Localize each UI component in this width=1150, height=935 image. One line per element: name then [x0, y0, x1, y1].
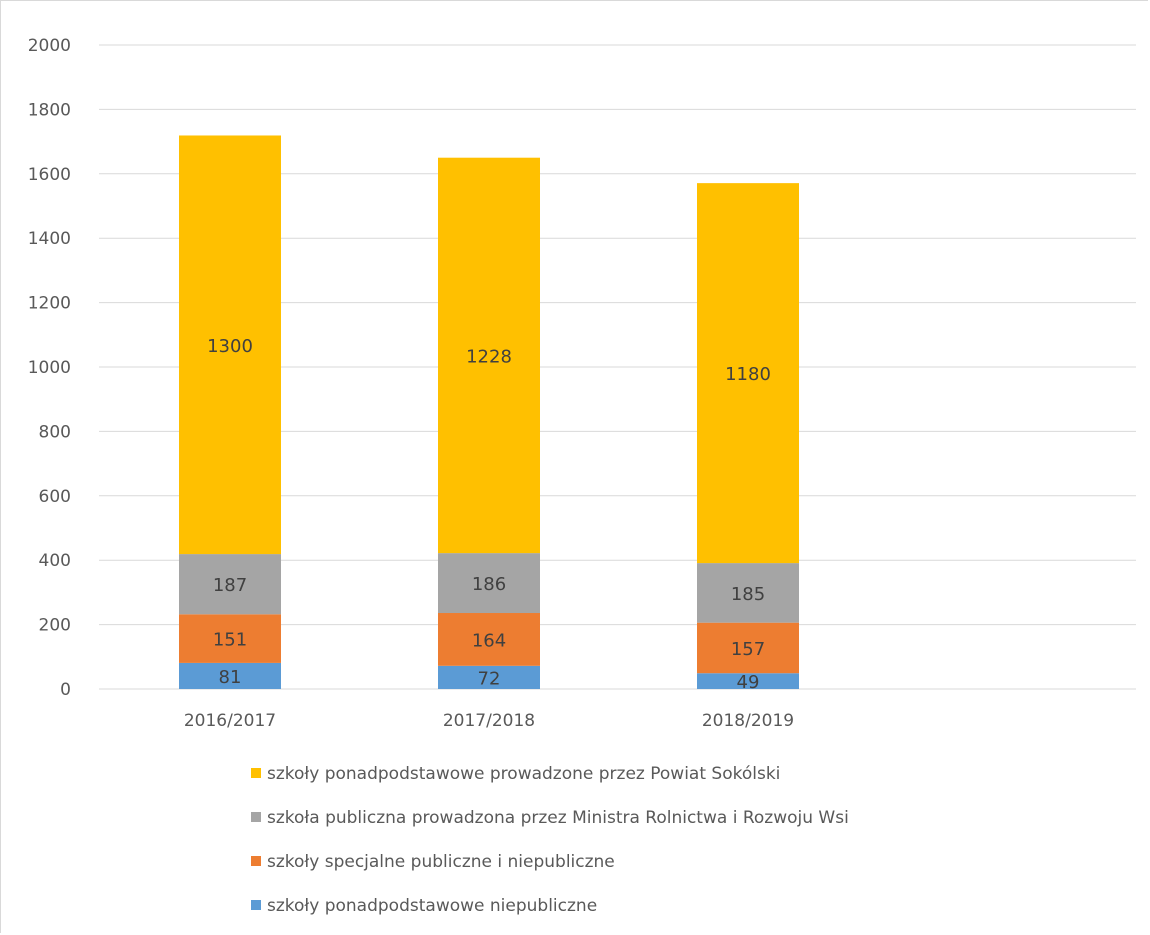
- data-label: 1180: [725, 364, 771, 385]
- y-tick-label: 600: [39, 487, 71, 507]
- data-label: 151: [213, 630, 247, 651]
- legend-label: szkoły ponadpodstawowe niepubliczne: [267, 896, 597, 916]
- data-label: 187: [213, 575, 247, 596]
- bar-segment: [179, 662, 281, 689]
- data-label: 186: [472, 574, 506, 595]
- data-label: 164: [472, 630, 506, 651]
- bar-segment: [697, 183, 799, 564]
- y-tick-label: 1400: [28, 229, 71, 249]
- x-axis-categories: 2016/2017 2017/2018 2018/2019: [184, 711, 794, 731]
- data-label: 157: [731, 639, 765, 660]
- bar-segment: [179, 614, 281, 663]
- category-label: 2016/2017: [184, 711, 276, 731]
- bar-segment: [179, 554, 281, 615]
- category-label: 2017/2018: [443, 711, 535, 731]
- bar-segment: [438, 157, 540, 554]
- bar-segment: [697, 563, 799, 623]
- legend: szkoły ponadpodstawowe prowadzone przez …: [251, 764, 849, 916]
- y-tick-label: 200: [39, 616, 71, 636]
- y-axis-ticks: 0 200 400 600 800 1000 1200 1400 1600 1800 2000: [28, 36, 71, 700]
- y-tick-label: 800: [39, 422, 71, 442]
- legend-swatch: [251, 900, 261, 910]
- data-label: 1300: [207, 336, 253, 357]
- legend-swatch: [251, 856, 261, 866]
- bar-segment: [179, 135, 281, 555]
- y-tick-label: 0: [60, 680, 71, 700]
- y-tick-label: 1600: [28, 165, 71, 185]
- bar-segment: [438, 553, 540, 614]
- legend-label: szkoła publiczna prowadzona przez Minist…: [267, 808, 849, 828]
- legend-label: szkoły ponadpodstawowe prowadzone przez …: [267, 764, 780, 784]
- bar-segment: [697, 622, 799, 674]
- bars: [179, 135, 799, 689]
- data-label: 81: [219, 667, 242, 688]
- data-label: 1228: [466, 346, 512, 367]
- y-tick-label: 1000: [28, 358, 71, 378]
- category-label: 2018/2019: [702, 711, 794, 731]
- y-tick-label: 1800: [28, 100, 71, 120]
- bar-segment: [438, 665, 540, 689]
- legend-swatch: [251, 768, 261, 778]
- data-label: 49: [737, 672, 760, 693]
- bar-segment: [697, 673, 799, 689]
- data-labels: 81 151 187 1300 72 164 186 1228 49 157 185 1180: [207, 336, 771, 693]
- legend-swatch: [251, 812, 261, 822]
- legend-label: szkoły specjalne publiczne i niepubliczn…: [267, 852, 615, 872]
- y-tick-label: 400: [39, 551, 71, 571]
- data-label: 72: [478, 668, 501, 689]
- data-label: 185: [731, 584, 765, 605]
- bar-segment: [438, 613, 540, 666]
- y-tick-label: 1200: [28, 294, 71, 314]
- y-tick-label: 2000: [28, 36, 71, 56]
